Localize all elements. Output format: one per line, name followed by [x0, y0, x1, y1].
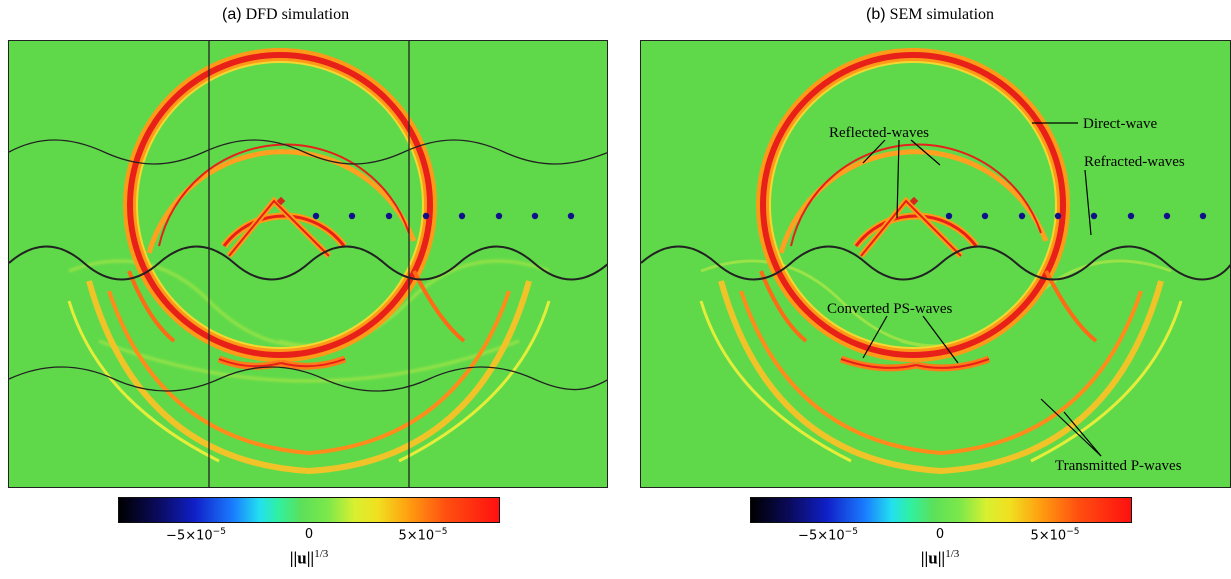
colorbar-a-tick-neg: −5×10−5 [166, 527, 226, 544]
converted-waves-b [839, 355, 991, 372]
colorbar-b-label: ||u||1/3 [920, 548, 960, 568]
panel-a-title: (a) DFD simulation [222, 6, 349, 24]
colorbar-a-tick-zero: 0 [304, 527, 314, 542]
label-refracted-waves: Refracted-waves [1084, 154, 1185, 170]
reflected-waves-a [146, 143, 417, 259]
colorbar-a-tick-pos: 5×10−5 [398, 527, 448, 544]
transmitted-waves-b [699, 270, 1183, 475]
label-converted-waves: Converted PS-waves [827, 301, 953, 317]
direct-wave-a [123, 48, 437, 362]
panel-b-svg: Direct-wave Reflected-waves Refracted-wa… [641, 41, 1230, 487]
panel-b-tag: (b) [866, 6, 886, 23]
direct-wave-b [756, 48, 1070, 362]
panel-a-svg [9, 41, 607, 487]
reflected-waves-b [778, 143, 1049, 259]
colorbar-b-tick-neg: −5×10−5 [798, 527, 858, 544]
label-transmitted-waves: Transmitted P-waves [1055, 458, 1182, 474]
panel-a-title-text: DFD simulation [245, 6, 350, 23]
converted-waves-a [217, 355, 347, 370]
receivers-a [312, 212, 575, 220]
annotation-leaders [862, 122, 1102, 457]
panel-b-wavefield: Direct-wave Reflected-waves Refracted-wa… [640, 40, 1231, 488]
transmitted-waves-a [67, 270, 551, 475]
panel-b-title-text: SEM simulation [889, 6, 995, 23]
colorbar-b [750, 497, 1132, 523]
source-marker-a [276, 196, 286, 206]
interface-b [641, 245, 1230, 281]
annotation-labels: Direct-wave Reflected-waves Refracted-wa… [827, 116, 1185, 474]
colorbar-b-tick-pos: 5×10−5 [1030, 527, 1080, 544]
panel-b-title: (b) SEM simulation [866, 6, 994, 24]
label-reflected-waves: Reflected-waves [829, 125, 929, 141]
panel-a-tag: (a) [222, 6, 242, 23]
receivers-b [945, 212, 1207, 220]
label-direct-wave: Direct-wave [1083, 116, 1157, 132]
colorbar-a-label: ||u||1/3 [289, 548, 329, 568]
colorbar-a [118, 497, 500, 523]
panel-a-wavefield [8, 40, 608, 488]
colorbar-b-tick-zero: 0 [935, 527, 945, 542]
interfaces-a [9, 41, 607, 487]
